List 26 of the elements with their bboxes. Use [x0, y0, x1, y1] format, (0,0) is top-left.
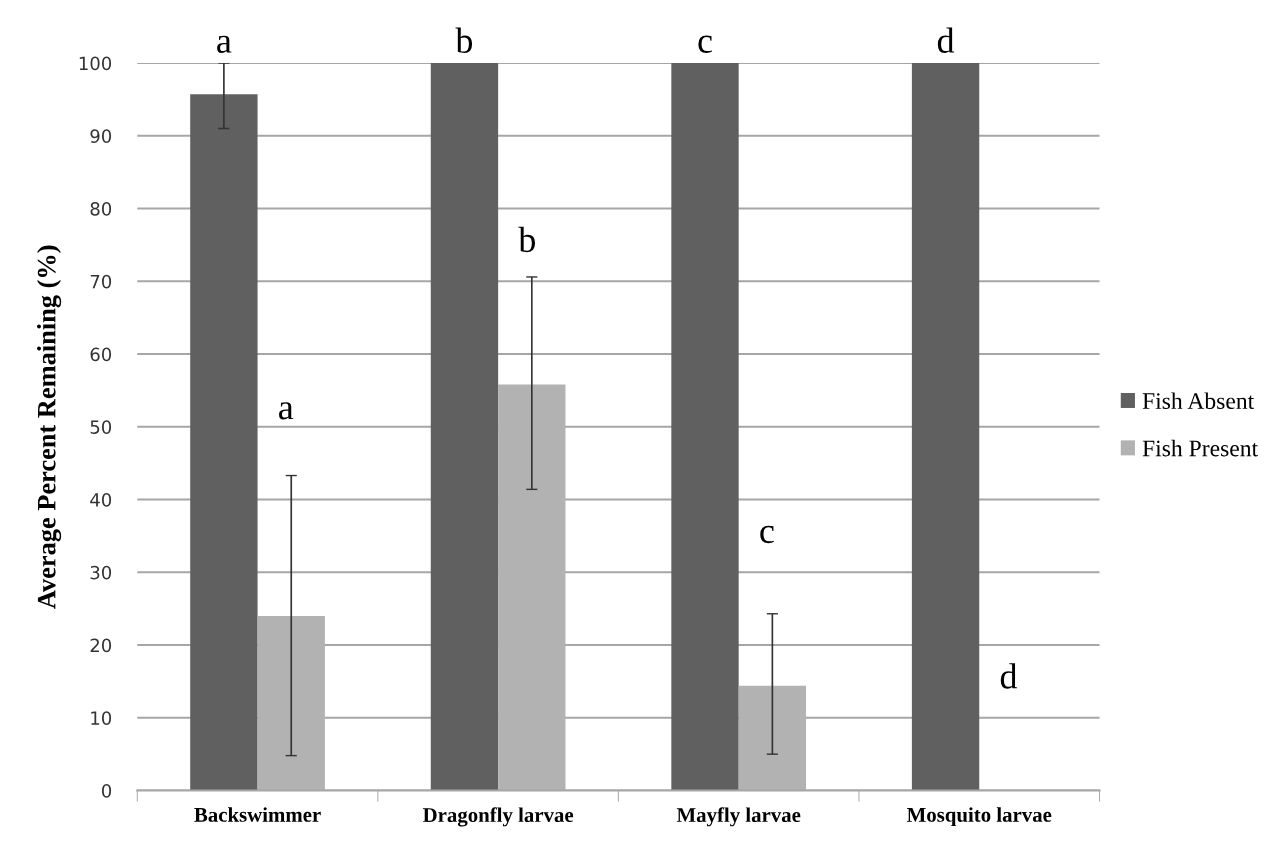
annotation: a — [279, 402, 294, 420]
y-tick-label: 80 — [90, 202, 112, 216]
data-label: b — [455, 27, 473, 53]
annotation: c — [760, 525, 774, 544]
annotation: b — [518, 226, 536, 253]
y-tick-label: 10 — [91, 711, 112, 725]
data-label: d — [937, 27, 955, 53]
data-label: a — [217, 35, 232, 53]
x-tick-label: Dragonfly larvae — [422, 807, 574, 827]
y-tick-label: 60 — [90, 347, 112, 362]
data-label: c — [698, 35, 712, 53]
y-tick-label: 30 — [90, 565, 112, 580]
y-tick-label: 50 — [90, 420, 112, 434]
y-tick-label: 70 — [90, 274, 112, 289]
y-tick-label: 90 — [90, 129, 112, 143]
annotation: d — [1000, 663, 1018, 689]
y-axis-title: Average Percent Remaining (%) — [37, 245, 62, 609]
y-tick-label: 40 — [90, 493, 112, 507]
y-tick-label: 0 — [101, 784, 112, 798]
y-tick-label: 20 — [90, 638, 112, 653]
x-tick-label: Mayfly larvae — [676, 807, 801, 827]
x-tick-label: Backswimmer — [194, 807, 321, 822]
legend-label: Fish Absent — [1142, 392, 1255, 410]
y-tick-label: 100 — [79, 56, 112, 71]
legend-label: Fish Present — [1142, 439, 1258, 457]
x-tick-label: Mosquito larvae — [906, 807, 1052, 827]
